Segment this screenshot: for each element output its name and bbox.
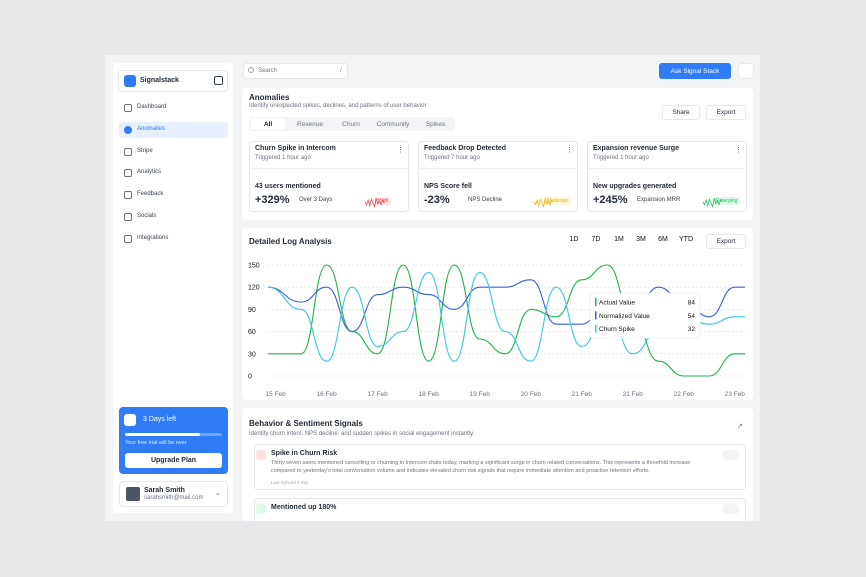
trial-progress: [125, 433, 200, 436]
nav-active-bg: [119, 122, 228, 138]
card-divider: [249, 168, 409, 169]
anomalies-title: Anomalies: [249, 93, 290, 102]
trial-text: Your free trial will be over: [125, 440, 187, 446]
card-menu[interactable]: ⋮: [566, 147, 573, 154]
brand-box: [118, 70, 228, 92]
card-title: Expansion revenue Surge: [593, 145, 679, 152]
anomalies-subtitle: Identify unexpected spikes, declines, an…: [249, 103, 427, 109]
signal-title: Mentioned up 180%: [271, 504, 337, 511]
card-title: Feedback Drop Detected: [424, 145, 507, 152]
search-icon: [248, 67, 254, 73]
anomaly-card: [249, 141, 409, 212]
signal-title: Spike in Churn Risk: [271, 450, 338, 457]
user-box[interactable]: [119, 481, 228, 507]
signals-subtitle: Identify churn intent, NPS decline, and …: [249, 431, 475, 437]
signal-icon: [256, 450, 266, 460]
range-button[interactable]: 1M: [614, 236, 624, 243]
signal-text: Thirty seven users mentioned cancelling …: [271, 460, 691, 474]
nav-icon: [124, 191, 132, 199]
user-name: Sarah Smith: [144, 487, 185, 494]
signals-title: Behavior & Sentiment Signals: [249, 419, 363, 428]
signal-item: [254, 444, 746, 490]
log-export-button[interactable]: Export: [706, 234, 746, 249]
ask-button[interactable]: Ask Signal Stack: [659, 63, 731, 79]
card-value: -23%: [424, 194, 450, 206]
signal-toggle[interactable]: [722, 504, 740, 514]
tab[interactable]: Revenue: [296, 120, 324, 128]
nav-icon: [124, 169, 132, 177]
card-meta: Triggered 1 hour ago: [593, 155, 649, 161]
signals-expand[interactable]: ↗: [737, 423, 743, 430]
anomaly-card: [587, 141, 747, 212]
card-badge: Moderate: [544, 197, 572, 205]
search-shortcut: /: [340, 68, 342, 74]
action-button[interactable]: Share: [662, 105, 700, 120]
anomaly-card: [418, 141, 578, 212]
log-panel: [242, 228, 753, 400]
card-note: Expansion MRR: [637, 197, 681, 203]
nav-item[interactable]: Anomalies: [137, 126, 166, 132]
card-badge: High: [375, 197, 392, 205]
card-divider: [587, 168, 747, 169]
tab[interactable]: Spikes: [425, 120, 446, 128]
range-button[interactable]: YTD: [679, 236, 693, 243]
card-metric: New upgrades generated: [593, 183, 677, 190]
card-note: Over 3 Days: [299, 197, 333, 203]
user-avatar: [126, 487, 140, 501]
user-chevron: ⌄: [215, 490, 221, 497]
card-metric: NPS Score fell: [424, 183, 472, 190]
card-note: NPS Decline: [468, 197, 503, 203]
card-menu[interactable]: ⋮: [735, 147, 742, 154]
log-title: Detailed Log Analysis: [249, 237, 332, 246]
signals-panel: [242, 408, 753, 521]
card-menu[interactable]: ⋮: [397, 147, 404, 154]
card-meta: Triggered 7 hour ago: [424, 155, 480, 161]
collapse-button[interactable]: [214, 76, 223, 85]
card-title: Churn Spike in Intercom: [255, 145, 336, 152]
trial-icon: [124, 414, 136, 426]
user-email: sarahsmith@mail.com: [144, 495, 204, 501]
card-meta: Triggered 1 hour ago: [255, 155, 311, 161]
nav-icon: [124, 126, 132, 134]
range-button[interactable]: 3M: [636, 236, 646, 243]
brand-logo: [124, 75, 136, 87]
nav-icon: [124, 213, 132, 221]
card-metric: 43 users mentioned: [255, 183, 321, 190]
tab[interactable]: Community: [376, 120, 410, 128]
upgrade-button[interactable]: Upgrade Plan: [125, 453, 222, 468]
nav-item[interactable]: Dashboard: [137, 104, 167, 110]
signal-meta: Last Synced 4 min: [271, 480, 309, 485]
nav-item[interactable]: Analytics: [137, 169, 162, 175]
nav-icon: [124, 148, 132, 156]
search-placeholder: Search: [258, 68, 278, 74]
brand-name: Signalstack: [140, 77, 179, 84]
tab[interactable]: All: [251, 118, 285, 130]
tab-bar: [249, 117, 455, 131]
trial-title: 3 Days left: [143, 416, 177, 423]
tab[interactable]: Churn: [342, 120, 360, 128]
nav-icon: [124, 104, 132, 112]
range-button[interactable]: 7D: [591, 236, 601, 243]
nav-item[interactable]: Socials: [137, 213, 157, 219]
card-value: +329%: [255, 194, 290, 206]
nav-icon: [124, 235, 132, 243]
range-button[interactable]: 1D: [569, 236, 579, 243]
bell-button[interactable]: [738, 63, 754, 79]
action-button[interactable]: Export: [706, 105, 746, 120]
card-badge: Emerging: [713, 197, 741, 205]
nav-item[interactable]: Stripe: [137, 148, 153, 154]
nav-item[interactable]: Integrations: [137, 235, 169, 241]
backdrop-bottom: [105, 521, 760, 577]
search-box[interactable]: [243, 63, 348, 79]
card-divider: [418, 168, 578, 169]
card-value: +245%: [593, 194, 628, 206]
nav-item[interactable]: Feedback: [137, 191, 164, 197]
signal-icon: [256, 504, 266, 514]
signal-toggle[interactable]: [722, 450, 740, 460]
range-button[interactable]: 6M: [658, 236, 668, 243]
